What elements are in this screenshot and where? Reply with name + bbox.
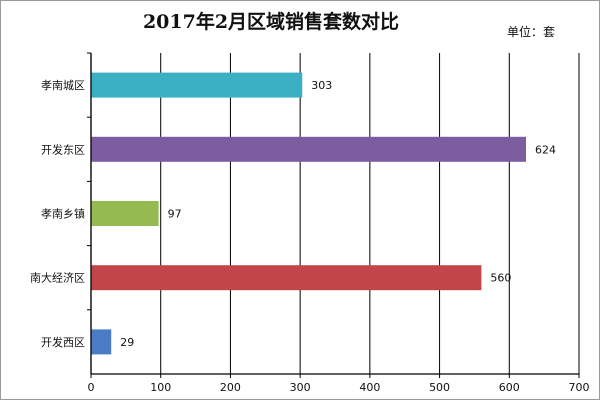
x-tick-label: 0 xyxy=(88,381,95,394)
data-label: 97 xyxy=(168,208,182,221)
category-label: 开发东区 xyxy=(41,142,85,156)
bar xyxy=(91,329,112,355)
bar xyxy=(91,136,527,162)
bar xyxy=(91,265,482,291)
x-tick-label: 400 xyxy=(359,381,380,394)
x-tick-label: 200 xyxy=(220,381,241,394)
x-tick-label: 500 xyxy=(429,381,450,394)
x-tick-label: 600 xyxy=(499,381,520,394)
bar xyxy=(91,72,303,98)
category-label: 南大经济区 xyxy=(30,271,85,285)
data-label: 303 xyxy=(311,79,332,92)
data-label: 29 xyxy=(120,336,134,349)
bar xyxy=(91,201,159,226)
x-tick-label: 700 xyxy=(569,381,590,394)
unit-label: 单位：套 xyxy=(506,25,555,39)
category-label: 孝南乡镇 xyxy=(41,207,85,221)
data-label: 624 xyxy=(535,143,556,156)
category-label: 开发西区 xyxy=(41,335,85,349)
data-label: 560 xyxy=(490,272,511,285)
chart-title: 2017年2月区域销售套数对比 xyxy=(142,11,400,33)
category-label: 孝南城区 xyxy=(41,79,85,92)
x-tick-label: 100 xyxy=(150,381,171,394)
x-tick-label: 300 xyxy=(290,381,311,394)
